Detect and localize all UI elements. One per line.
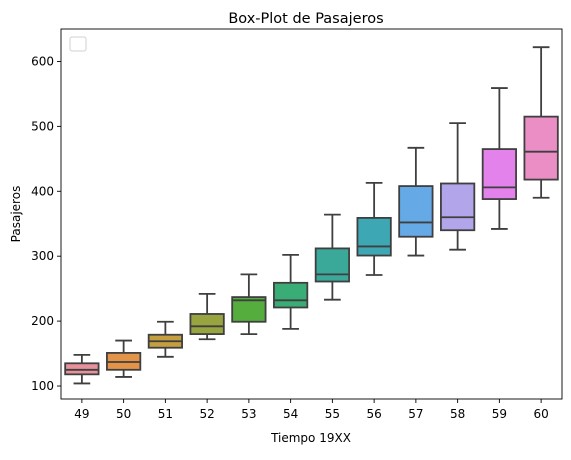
- x-tick-label: 57: [408, 407, 423, 421]
- box-group: [189, 292, 225, 341]
- plot-frame: [60, 28, 563, 400]
- y-tick-label: 300: [31, 249, 54, 263]
- x-tick-label: 50: [116, 407, 131, 421]
- x-tick-label: 51: [158, 407, 173, 421]
- y-tick-label: 500: [31, 119, 54, 133]
- x-tick-label: 52: [199, 407, 214, 421]
- box-group: [273, 253, 309, 330]
- box-group: [440, 122, 476, 251]
- box-group: [314, 213, 350, 301]
- boxes-layer: [64, 46, 559, 385]
- y-tick-label: 400: [31, 184, 54, 198]
- box-group: [231, 273, 267, 335]
- x-tick-label: 56: [366, 407, 381, 421]
- box-iqr: [273, 281, 309, 309]
- x-tick-label: 59: [492, 407, 507, 421]
- x-tick-label: 55: [325, 407, 340, 421]
- box-iqr: [440, 182, 476, 232]
- chart-title: Box-Plot de Pasajeros: [228, 11, 383, 27]
- box-group: [64, 353, 100, 385]
- x-axis-label: Tiempo 19XX: [270, 431, 351, 445]
- ticks-layer: 49 50 51 52 53 54 55 56 57 58 59 60 100 200 300 400 500 6…: [31, 54, 549, 421]
- y-tick-label: 600: [31, 54, 54, 68]
- box-group: [523, 46, 559, 199]
- box-group: [106, 339, 142, 378]
- x-tick-label: 49: [74, 407, 89, 421]
- box-group: [398, 146, 434, 257]
- box-iqr: [398, 185, 434, 238]
- x-tick-label: 53: [241, 407, 256, 421]
- x-tick-label: 58: [450, 407, 465, 421]
- y-tick-label: 100: [31, 379, 54, 393]
- box-iqr: [64, 362, 100, 376]
- box-iqr: [523, 115, 559, 181]
- box-iqr: [356, 216, 392, 257]
- box-group: [147, 320, 183, 358]
- y-axis-label: Pasajeros: [9, 186, 23, 243]
- box-iqr: [314, 247, 350, 283]
- x-tick-label: 54: [283, 407, 298, 421]
- box-group: [356, 181, 392, 276]
- empty-legend: [69, 36, 87, 52]
- box-iqr: [481, 148, 517, 200]
- box-group: [481, 87, 517, 230]
- box-iqr: [189, 313, 225, 335]
- y-tick-label: 200: [31, 314, 54, 328]
- x-tick-label: 60: [533, 407, 548, 421]
